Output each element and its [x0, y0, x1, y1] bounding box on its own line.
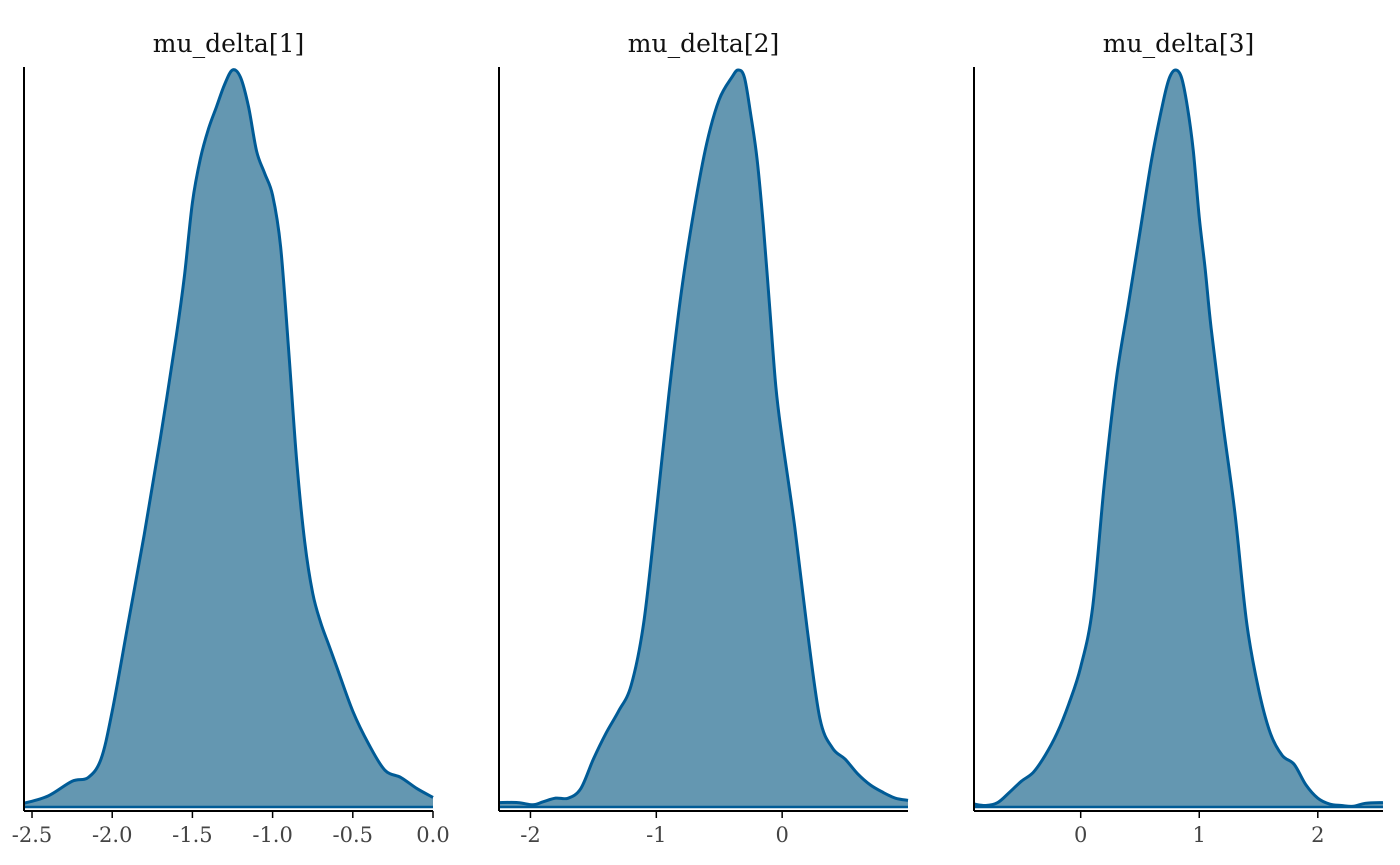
x-tick-label: 0 — [775, 823, 788, 847]
facet-title: mu_delta[1] — [153, 29, 304, 58]
x-tick-label: -1.5 — [172, 823, 213, 847]
density-area — [24, 69, 433, 808]
x-tick-label: 1 — [1193, 823, 1206, 847]
x-tick-label: -2 — [520, 823, 540, 847]
facet-mu-delta-3: mu_delta[3] 0 1 2 — [973, 29, 1384, 847]
x-tick-label: 2 — [1311, 823, 1324, 847]
x-tick-label: 0.0 — [416, 823, 449, 847]
density-line — [498, 68, 909, 807]
x-tick-label: -2.5 — [12, 823, 53, 847]
x-tick-label: -0.5 — [333, 823, 374, 847]
density-area — [499, 70, 908, 807]
density-line — [973, 68, 1384, 808]
facet-title: mu_delta[2] — [628, 29, 779, 58]
x-tick-label: -2.0 — [92, 823, 133, 847]
x-tick-label: 0 — [1074, 823, 1087, 847]
density-area — [974, 70, 1383, 807]
x-tick-label: -1 — [646, 823, 666, 847]
facet-mu-delta-2: mu_delta[2] -2 -1 0 — [498, 29, 909, 847]
x-tick-label: -1.0 — [252, 823, 293, 847]
facet-title: mu_delta[3] — [1103, 29, 1254, 58]
density-line — [23, 68, 434, 805]
facet-mu-delta-1: mu_delta[1] -2.5 -2.0 -1.5 -1.0 -0.5 0.0 — [12, 29, 450, 847]
